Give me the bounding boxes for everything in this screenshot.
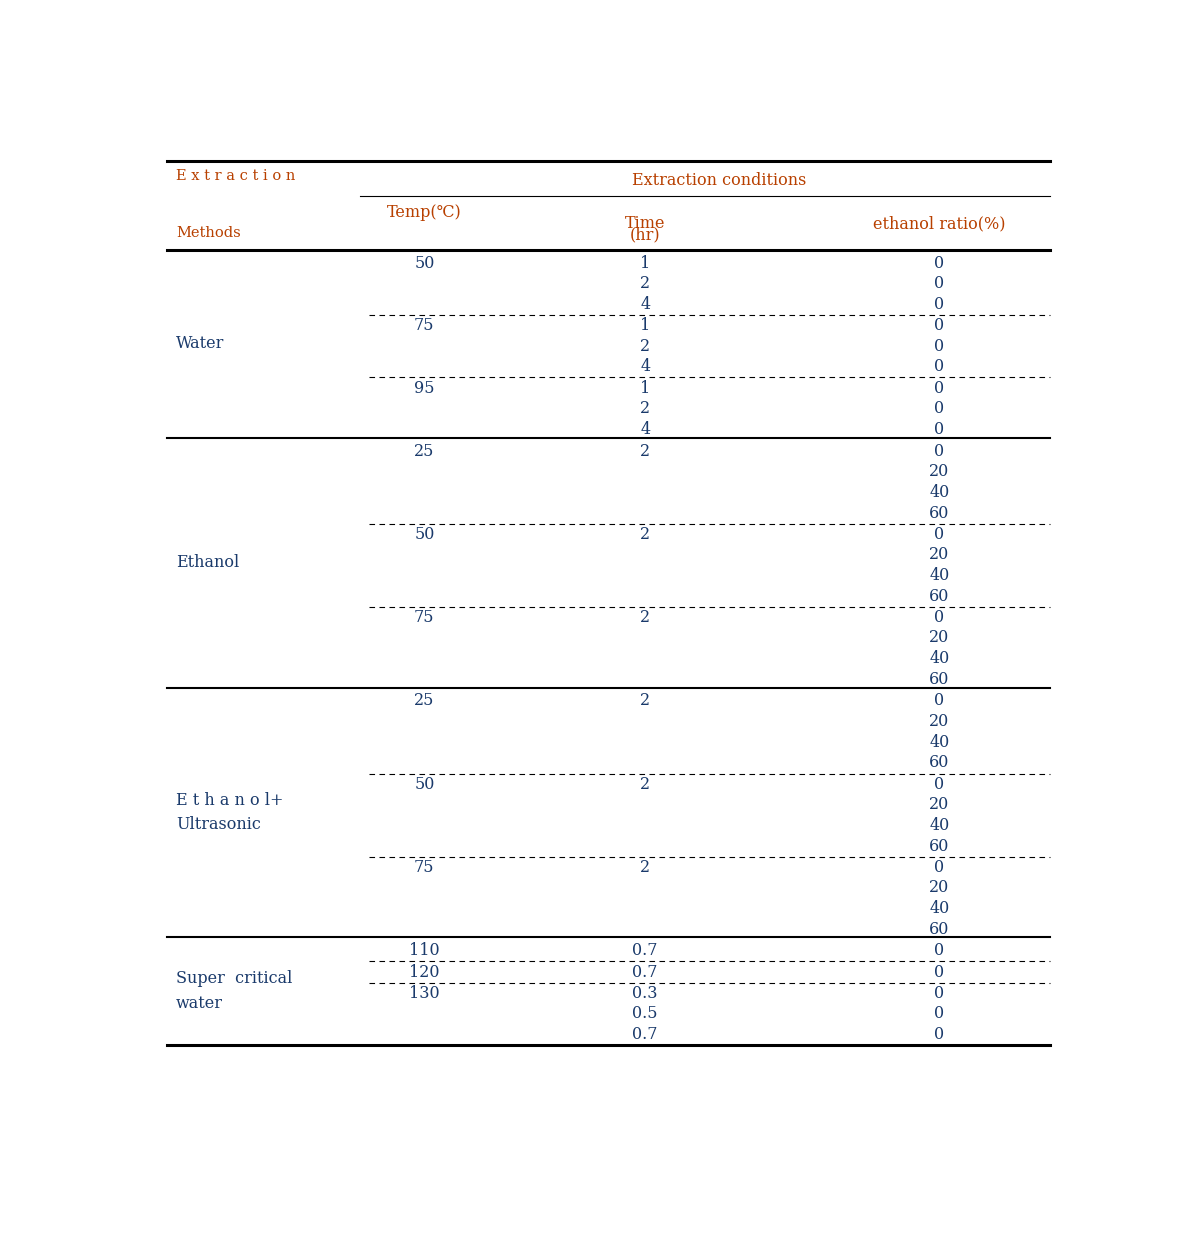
Text: 60: 60 — [929, 921, 950, 937]
Text: Methods: Methods — [176, 226, 241, 241]
Text: Ultrasonic: Ultrasonic — [176, 816, 261, 834]
Text: 25: 25 — [414, 443, 434, 459]
Text: 0: 0 — [934, 525, 945, 543]
Text: 2: 2 — [640, 693, 650, 710]
Text: ethanol ratio(%): ethanol ratio(%) — [874, 215, 1005, 232]
Text: 0: 0 — [934, 859, 945, 876]
Text: 2: 2 — [640, 859, 650, 876]
Text: 110: 110 — [410, 942, 439, 960]
Text: (hr): (hr) — [630, 227, 660, 243]
Text: 0.3: 0.3 — [633, 985, 658, 1002]
Text: Temp(℃): Temp(℃) — [387, 203, 462, 221]
Text: Super  critical: Super critical — [176, 970, 292, 987]
Text: 60: 60 — [929, 670, 950, 688]
Text: 0.5: 0.5 — [633, 1006, 658, 1022]
Text: 40: 40 — [929, 817, 950, 834]
Text: 0: 0 — [934, 942, 945, 960]
Text: 0: 0 — [934, 1026, 945, 1043]
Text: 2: 2 — [640, 338, 650, 354]
Text: 0: 0 — [934, 317, 945, 334]
Text: Time: Time — [624, 215, 666, 232]
Text: 20: 20 — [929, 547, 950, 563]
Text: 4: 4 — [640, 358, 650, 376]
Text: 20: 20 — [929, 463, 950, 480]
Text: 1: 1 — [640, 317, 650, 334]
Text: 1: 1 — [640, 379, 650, 397]
Text: 2: 2 — [640, 401, 650, 417]
Text: 50: 50 — [414, 775, 434, 792]
Text: Ethanol: Ethanol — [176, 554, 240, 572]
Text: 120: 120 — [410, 963, 439, 981]
Text: 75: 75 — [414, 859, 434, 876]
Text: 25: 25 — [414, 693, 434, 710]
Text: 4: 4 — [640, 421, 650, 438]
Text: 0: 0 — [934, 276, 945, 292]
Text: 40: 40 — [929, 650, 950, 668]
Text: E x t r a c t i o n: E x t r a c t i o n — [176, 168, 296, 182]
Text: 0: 0 — [934, 421, 945, 438]
Text: 0: 0 — [934, 379, 945, 397]
Text: 75: 75 — [414, 317, 434, 334]
Text: 60: 60 — [929, 504, 950, 522]
Text: 2: 2 — [640, 609, 650, 625]
Text: 40: 40 — [929, 567, 950, 584]
Text: 0: 0 — [934, 963, 945, 981]
Text: 0.7: 0.7 — [633, 1026, 658, 1043]
Text: 60: 60 — [929, 588, 950, 605]
Text: 40: 40 — [929, 734, 950, 751]
Text: Extraction conditions: Extraction conditions — [631, 172, 806, 188]
Text: 4: 4 — [640, 296, 650, 313]
Text: 0: 0 — [934, 985, 945, 1002]
Text: Water: Water — [176, 336, 224, 352]
Text: 75: 75 — [414, 609, 434, 625]
Text: 0: 0 — [934, 609, 945, 625]
Text: 0: 0 — [934, 338, 945, 354]
Text: 50: 50 — [414, 525, 434, 543]
Text: E t h a n o l+: E t h a n o l+ — [176, 791, 284, 809]
Text: 20: 20 — [929, 880, 950, 896]
Text: 1: 1 — [640, 255, 650, 272]
Text: 20: 20 — [929, 629, 950, 646]
Text: 0: 0 — [934, 296, 945, 313]
Text: 2: 2 — [640, 775, 650, 792]
Text: 0: 0 — [934, 358, 945, 376]
Text: 60: 60 — [929, 837, 950, 855]
Text: 0: 0 — [934, 775, 945, 792]
Text: 40: 40 — [929, 900, 950, 917]
Text: 20: 20 — [929, 713, 950, 730]
Text: 0: 0 — [934, 255, 945, 272]
Text: 60: 60 — [929, 755, 950, 771]
Text: 0: 0 — [934, 693, 945, 710]
Text: 0.7: 0.7 — [633, 942, 658, 960]
Text: 0: 0 — [934, 1006, 945, 1022]
Text: 50: 50 — [414, 255, 434, 272]
Text: 95: 95 — [414, 379, 434, 397]
Text: 40: 40 — [929, 484, 950, 500]
Text: 0: 0 — [934, 401, 945, 417]
Text: water: water — [176, 995, 223, 1012]
Text: 2: 2 — [640, 276, 650, 292]
Text: 2: 2 — [640, 525, 650, 543]
Text: 20: 20 — [929, 796, 950, 814]
Text: 2: 2 — [640, 443, 650, 459]
Text: 130: 130 — [410, 985, 439, 1002]
Text: 0: 0 — [934, 443, 945, 459]
Text: 0.7: 0.7 — [633, 963, 658, 981]
